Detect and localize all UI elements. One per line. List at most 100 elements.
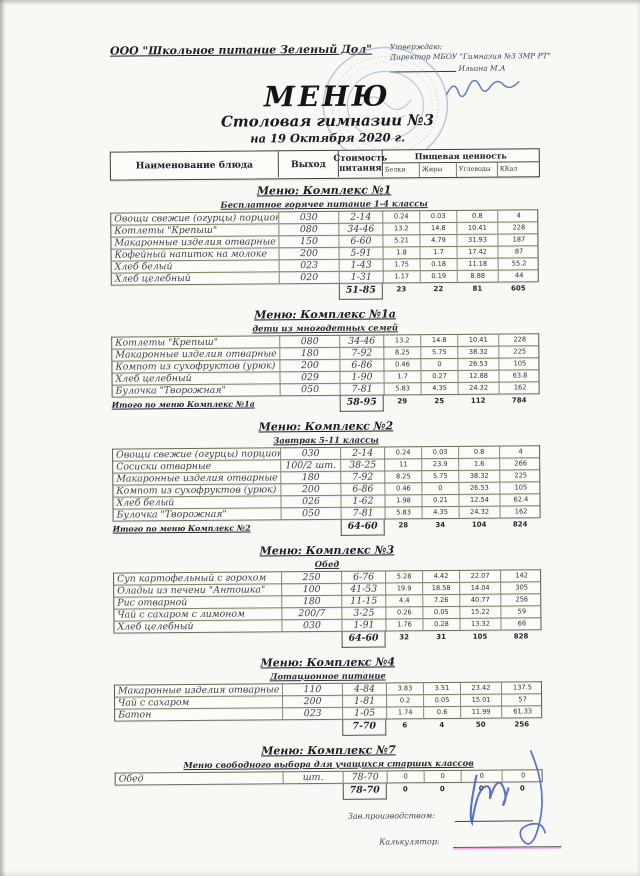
dish-name: Хлеб целебный — [111, 272, 280, 285]
menu-section: Меню: Комплекс №3 Обед Суп картофельный … — [113, 542, 542, 649]
approval-block: Утверждаю: Директор МБОУ "Гимназия №3 ЗМ… — [390, 41, 610, 74]
carbs-value: 1.6 — [459, 458, 501, 470]
carbs-value: 17.42 — [457, 246, 499, 258]
portion-size: 030 — [282, 619, 343, 632]
dish-name: Рис отварной — [114, 596, 283, 609]
kcal-value: 162 — [513, 383, 527, 392]
price: 41-53 — [342, 583, 387, 595]
total-kcal: 828 — [513, 632, 529, 641]
carbs-value: 24.32 — [458, 382, 500, 394]
portion-size: 029 — [280, 371, 341, 384]
portion-size: 200 — [281, 483, 342, 496]
carbs-value: 10.41 — [457, 222, 499, 234]
total-protein: 6 — [402, 721, 408, 730]
total-protein: 23 — [396, 285, 407, 294]
menu-sections: Меню: Комплекс №1 Бесплатное горячее пит… — [110, 174, 543, 801]
fat-value: 0.27 — [421, 370, 459, 383]
signatory-name: Ильина М.А — [458, 63, 506, 73]
total-cost: 64-60 — [341, 631, 386, 648]
carbs-value: 24.32 — [459, 506, 501, 518]
price: 7-92 — [341, 471, 386, 483]
portion-size: 050 — [281, 507, 342, 520]
dish-name: Котлеты "Крепыш" — [111, 224, 280, 237]
portion-size: 110 — [282, 683, 344, 696]
carbs-value: 10.41 — [458, 334, 500, 346]
price: 5-91 — [339, 247, 384, 259]
calculator-signature-line — [453, 834, 562, 848]
price: 1-81 — [343, 695, 388, 707]
carbs-value: 15.22 — [460, 606, 502, 618]
protein-value: 1.17 — [383, 271, 421, 283]
total-kcal: 784 — [511, 396, 527, 405]
price: 1-43 — [339, 259, 384, 271]
total-cost: 58-95 — [339, 395, 384, 412]
menu-section: Меню: Комплекс №2 Завтрак 5-11 классы Ов… — [112, 418, 541, 537]
protein-value: 8.25 — [385, 471, 423, 483]
price: 2-14 — [339, 211, 384, 223]
protein-value: 1.74 — [387, 707, 425, 719]
price: 6-76 — [342, 571, 387, 583]
section-table: Суп картофельный с горохом 250 6-76 5.28 4.4… — [113, 569, 542, 634]
cost-header-line: Стоимость — [333, 153, 388, 164]
total-cost: 51-85 — [338, 283, 383, 300]
fat-value: 0 — [422, 482, 460, 495]
total-fat: 0 — [439, 785, 445, 794]
carbs-value: 40.77 — [460, 594, 502, 606]
dish-name: Хлеб целебный — [114, 620, 283, 633]
fat-value: 4.42 — [423, 570, 461, 583]
total-fat: 31 — [436, 633, 446, 642]
price: 38-25 — [341, 459, 386, 471]
total-carbs: 105 — [472, 632, 488, 641]
fat-value: 0.05 — [424, 694, 462, 707]
total-kcal: 256 — [514, 720, 530, 729]
price: 6-60 — [339, 235, 384, 247]
fat-value: 0.03 — [420, 210, 458, 223]
section-subtitle: Меню свободного выбора для учащихся стар… — [183, 757, 474, 771]
portion-size: 200 — [279, 247, 340, 260]
totals-label — [115, 784, 343, 802]
dish-name: Суп картофельный с горохом — [114, 572, 283, 585]
totals-label: Итого по меню Комплекс №1а — [111, 399, 255, 410]
portion-size: шт. — [283, 771, 344, 784]
protein-value: 13.2 — [384, 335, 422, 347]
col-cost-header: Стоимость питания — [333, 150, 387, 177]
protein-value: 1.98 — [385, 495, 423, 507]
fat-value: 14.8 — [421, 334, 459, 347]
total-kcal: 824 — [512, 520, 528, 529]
price: 6-86 — [340, 359, 385, 371]
protein-value: 1.7 — [384, 371, 422, 383]
portion-size: 023 — [279, 259, 340, 272]
total-carbs: 104 — [471, 520, 487, 529]
price: 1-31 — [339, 271, 384, 283]
total-cost: 7-70 — [342, 719, 387, 736]
section-subtitle: дети из многодетных семей — [252, 322, 399, 334]
fat-value: 4.79 — [420, 234, 458, 247]
protein-value: 0.26 — [386, 607, 424, 619]
total-carbs: 81 — [472, 284, 483, 293]
carbs-value: 23.42 — [460, 682, 503, 694]
price: 1-90 — [340, 371, 385, 383]
portion-size: 080 — [280, 335, 341, 348]
kcal-value: 59 — [517, 607, 527, 616]
dish-name: Макаронные изделия отварные — [114, 684, 284, 697]
total-protein: 28 — [398, 521, 409, 530]
protein-value: 13.2 — [383, 223, 421, 235]
total-cost: 78-70 — [342, 783, 387, 800]
dish-name: Батон — [115, 708, 284, 721]
section-title: Меню: Комплекс №2 — [258, 419, 394, 434]
col-output-header: Выход — [278, 150, 339, 178]
kcal-value: 187 — [512, 235, 526, 244]
section-subtitle: Дотационное питание — [269, 670, 386, 682]
section-title: Меню: Комплекс №7 — [261, 743, 396, 758]
portion-size: 200 — [280, 359, 341, 372]
price: 11-15 — [342, 595, 387, 607]
protein-value: 4.4 — [386, 595, 424, 607]
kcal-value: 63.8 — [512, 371, 528, 380]
dish-name: Макаронные изделия отварные — [111, 236, 280, 249]
dish-name: Котлеты "Крепыш" — [112, 336, 281, 349]
protein-value: 0.46 — [385, 483, 423, 495]
section-subtitle: Бесплатное горячее питание 1-4 классы — [220, 198, 428, 210]
price: 6-86 — [341, 483, 386, 495]
menu-section: Меню: Комплекс №1а дети из многодетных с… — [111, 306, 540, 413]
